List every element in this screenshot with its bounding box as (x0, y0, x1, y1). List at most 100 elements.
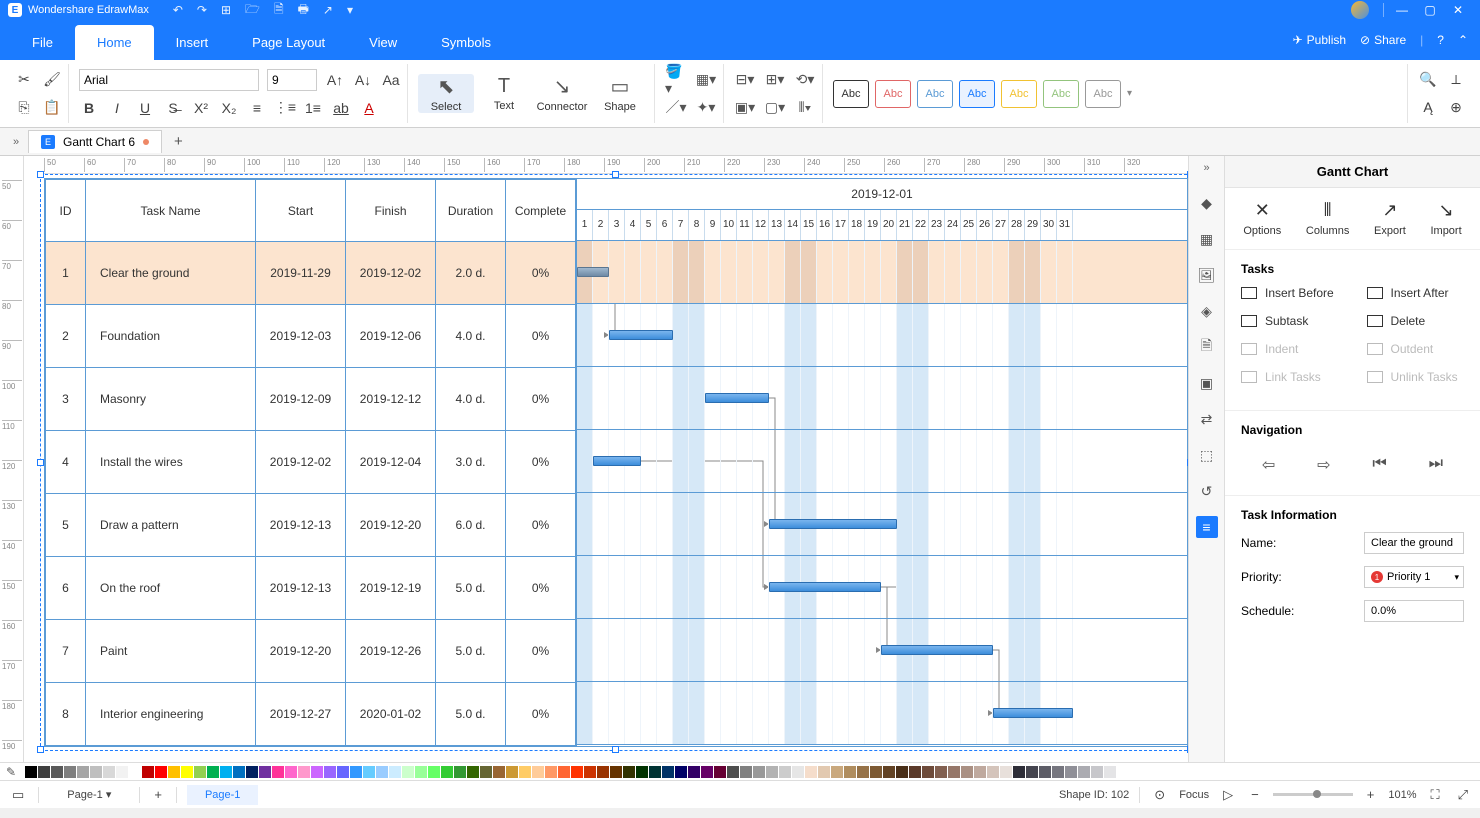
options-button[interactable]: ✕Options (1243, 200, 1281, 237)
nav-next-icon[interactable]: ⇨ (1317, 455, 1330, 475)
shape-style-6[interactable]: Abc (1085, 80, 1121, 108)
format-painter-icon[interactable]: 🖌 (42, 70, 62, 90)
color-swatch[interactable] (363, 766, 375, 778)
color-swatch[interactable] (402, 766, 414, 778)
schedule-input[interactable] (1364, 600, 1464, 622)
color-swatch[interactable] (1078, 766, 1090, 778)
gantt-row[interactable] (577, 241, 1187, 304)
increase-font-icon[interactable]: A↑ (325, 70, 345, 90)
strip-icon-9[interactable]: ≡ (1196, 516, 1218, 538)
insert-before-button[interactable]: Insert Before (1241, 286, 1339, 300)
gantt-bar[interactable] (705, 393, 769, 403)
gantt-bar[interactable] (993, 708, 1073, 718)
color-swatch[interactable] (467, 766, 479, 778)
shape-style-4[interactable]: Abc (1001, 80, 1037, 108)
color-swatch[interactable] (935, 766, 947, 778)
italic-icon[interactable]: I (107, 98, 127, 118)
nav-prev-icon[interactable]: ⇦ (1262, 455, 1275, 475)
color-swatch[interactable] (584, 766, 596, 778)
color-swatch[interactable] (1026, 766, 1038, 778)
color-swatch[interactable] (623, 766, 635, 778)
strip-icon-1[interactable]: ▦ (1196, 228, 1218, 250)
add-page-button[interactable]: + (150, 787, 166, 802)
subscript-icon[interactable]: X₂ (219, 98, 239, 118)
color-swatch[interactable] (740, 766, 752, 778)
gantt-row[interactable] (577, 367, 1187, 430)
nav-last-icon[interactable]: ⏭ (1429, 455, 1443, 475)
strip-icon-8[interactable]: ↺ (1196, 480, 1218, 502)
strip-icon-3[interactable]: ◈ (1196, 300, 1218, 322)
send-back-icon[interactable]: ▢▾ (764, 98, 786, 116)
menu-insert[interactable]: Insert (154, 25, 231, 60)
qat-button-0[interactable]: ↶ (173, 3, 183, 17)
priority-select[interactable]: 1 Priority 1 ▾ (1364, 566, 1464, 588)
document-tab[interactable]: E Gantt Chart 6 (28, 130, 162, 153)
table-row[interactable]: 4Install the wires2019-12-022019-12-043.… (46, 431, 576, 494)
color-swatch[interactable] (701, 766, 713, 778)
menu-view[interactable]: View (347, 25, 419, 60)
strip-icon-4[interactable]: 🗎 (1196, 336, 1218, 358)
shape-style-2[interactable]: Abc (917, 80, 953, 108)
collapse-panel-icon[interactable]: » (1203, 162, 1209, 174)
import-button[interactable]: ↘Import (1430, 200, 1461, 237)
color-swatch[interactable] (389, 766, 401, 778)
shape-style-3[interactable]: Abc (959, 80, 995, 108)
export-button[interactable]: ↗Export (1374, 200, 1406, 237)
color-swatch[interactable] (64, 766, 76, 778)
table-row[interactable]: 1Clear the ground2019-11-292019-12-022.0… (46, 242, 576, 305)
gantt-row[interactable] (577, 619, 1187, 682)
change-case-icon[interactable]: Aa (381, 70, 401, 90)
qat-button-5[interactable]: 🖶 (298, 0, 309, 21)
current-page-tab[interactable]: Page-1 (187, 785, 258, 805)
minimize-button[interactable]: — (1388, 3, 1416, 17)
fullscreen-icon[interactable]: ⤢ (1454, 787, 1472, 803)
table-row[interactable]: 6On the roof2019-12-132019-12-195.0 d.0% (46, 557, 576, 620)
color-swatch[interactable] (207, 766, 219, 778)
color-swatch[interactable] (441, 766, 453, 778)
color-swatch[interactable] (1013, 766, 1025, 778)
color-swatch[interactable] (532, 766, 544, 778)
eyedropper-icon[interactable]: ✎ (6, 765, 24, 779)
bring-front-icon[interactable]: ▣▾ (734, 98, 756, 116)
strip-icon-5[interactable]: ▣ (1196, 372, 1218, 394)
help-icon[interactable]: ? (1437, 33, 1444, 47)
color-swatch[interactable] (818, 766, 830, 778)
color-swatch[interactable] (636, 766, 648, 778)
gantt-bar[interactable] (769, 519, 897, 529)
subtask-button[interactable]: Subtask (1241, 314, 1339, 328)
color-swatch[interactable] (493, 766, 505, 778)
decrease-font-icon[interactable]: A↓ (353, 70, 373, 90)
shape-style-0[interactable]: Abc (833, 80, 869, 108)
font-family-select[interactable] (79, 69, 259, 91)
gantt-bar[interactable] (609, 330, 673, 340)
menu-home[interactable]: Home (75, 25, 154, 60)
columns-button[interactable]: ⦀Columns (1306, 200, 1349, 237)
gantt-bar[interactable] (577, 267, 609, 277)
find-icon[interactable]: 🔍 (1418, 70, 1438, 90)
color-swatch[interactable] (805, 766, 817, 778)
shape-tool[interactable]: ▭Shape (592, 74, 648, 113)
color-swatch[interactable] (1104, 766, 1116, 778)
color-swatch[interactable] (38, 766, 50, 778)
add-tab-button[interactable]: + (164, 133, 193, 150)
color-swatch[interactable] (545, 766, 557, 778)
strip-icon-7[interactable]: ⬚ (1196, 444, 1218, 466)
table-row[interactable]: 3Masonry2019-12-092019-12-124.0 d.0% (46, 368, 576, 431)
qat-button-3[interactable]: 🗁 (245, 0, 260, 21)
color-swatch[interactable] (90, 766, 102, 778)
color-swatch[interactable] (844, 766, 856, 778)
bold-icon[interactable]: B (79, 98, 99, 118)
color-swatch[interactable] (324, 766, 336, 778)
color-swatch[interactable] (1091, 766, 1103, 778)
qat-button-7[interactable]: ▾ (347, 3, 353, 17)
color-swatch[interactable] (454, 766, 466, 778)
distribute-icon[interactable]: ⫴▾ (794, 98, 816, 116)
zoom-out-button[interactable]: − (1247, 787, 1263, 802)
user-avatar[interactable] (1351, 1, 1369, 19)
align-icon[interactable]: ⊟▾ (734, 71, 756, 89)
color-swatch[interactable] (155, 766, 167, 778)
color-swatch[interactable] (792, 766, 804, 778)
font-size-select[interactable] (267, 69, 317, 91)
crop-icon[interactable]: ⟂ (1446, 70, 1466, 90)
color-swatch[interactable] (610, 766, 622, 778)
